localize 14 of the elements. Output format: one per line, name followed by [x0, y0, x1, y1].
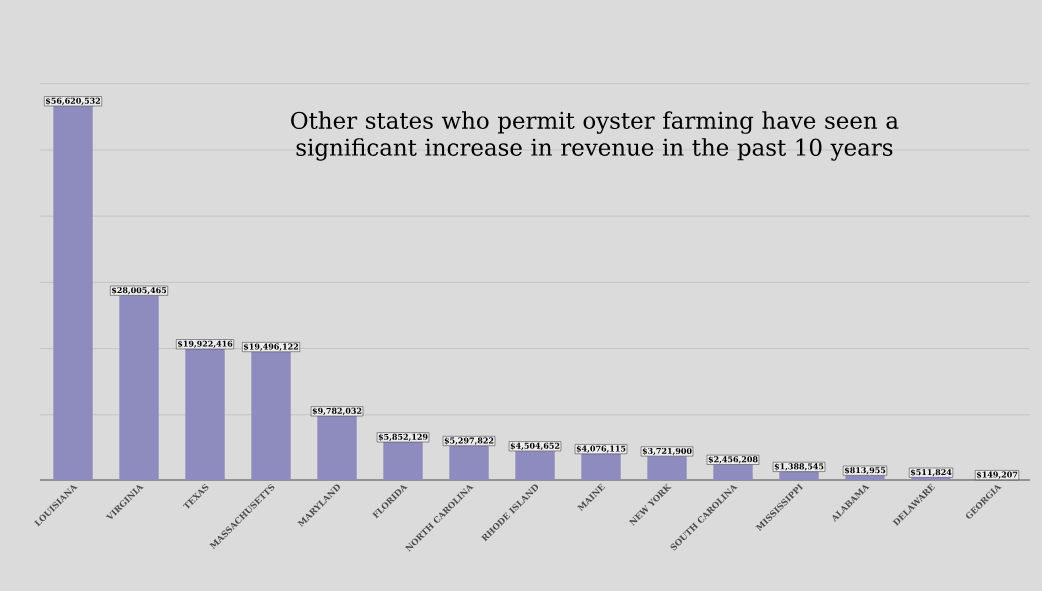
bar [53, 105, 93, 481]
bar [581, 453, 621, 481]
bar [317, 416, 357, 481]
bar [449, 445, 489, 481]
bar [185, 348, 225, 481]
bar [251, 351, 291, 481]
bar [779, 471, 819, 481]
text: Other states who permit oyster farming have seen a significant increase in revenue in the past 10 years [291, 111, 899, 161]
bar [845, 475, 885, 481]
bar [647, 456, 687, 481]
bar [383, 442, 423, 481]
bar [713, 464, 753, 481]
bar [515, 450, 555, 481]
bar [119, 295, 159, 481]
